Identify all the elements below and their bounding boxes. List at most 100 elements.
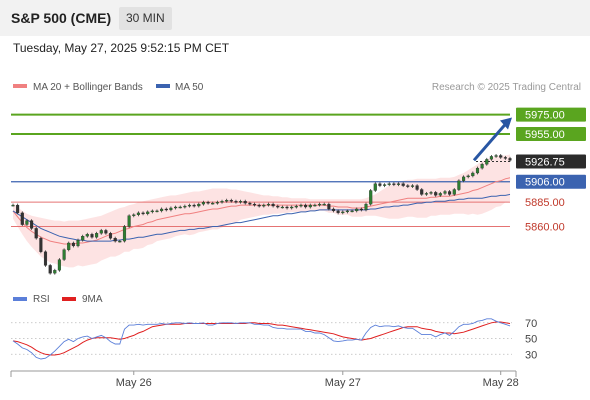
x-tick-label: May 26 xyxy=(116,377,152,389)
level-label: 5906.00 xyxy=(525,177,565,189)
candle-body xyxy=(201,202,205,205)
candle-body xyxy=(76,239,80,247)
level-label-bg xyxy=(516,107,586,122)
candle-body xyxy=(174,206,178,209)
candle-body xyxy=(341,211,345,214)
candle-body xyxy=(239,201,243,203)
candle-body xyxy=(57,259,61,271)
rsi-line xyxy=(12,318,511,360)
candle-body xyxy=(313,204,317,207)
rsi-legend-label: RSI xyxy=(33,294,50,305)
candle-body xyxy=(85,234,89,237)
timeframe-button[interactable]: 30 MIN xyxy=(119,7,172,30)
candle-body xyxy=(220,201,224,203)
candle-body xyxy=(20,212,24,225)
candle-body xyxy=(132,214,136,216)
candle-body xyxy=(424,193,428,195)
level-labels: 5975.00 5955.00 5926.75 5906.00 5885.00 5860.… xyxy=(516,107,586,233)
ma50-line xyxy=(12,193,511,242)
candle-body xyxy=(392,183,396,185)
candle-body xyxy=(396,183,401,185)
candle-body xyxy=(160,208,164,212)
candle-body xyxy=(39,238,43,252)
candle-body xyxy=(420,189,424,195)
candle-body xyxy=(11,204,15,207)
candle-body xyxy=(355,208,359,212)
candle-body xyxy=(146,211,150,214)
candle-body xyxy=(401,183,405,186)
candle-body xyxy=(462,176,466,181)
candle-body xyxy=(187,204,192,207)
candle-body xyxy=(276,205,280,208)
candle-body xyxy=(229,200,233,202)
candle-body xyxy=(71,242,75,247)
candle-body xyxy=(164,208,168,211)
candle-body xyxy=(359,208,363,211)
candle-body xyxy=(503,157,507,159)
candle-body xyxy=(99,230,103,234)
candle-body xyxy=(429,192,433,194)
ma50-legend-swatch xyxy=(156,84,170,88)
candle-body xyxy=(443,191,447,194)
candle-body xyxy=(178,206,182,209)
x-tick-label: May 28 xyxy=(483,377,519,389)
candle-body xyxy=(285,206,289,209)
candle-body xyxy=(294,205,298,208)
level-label: 5860.00 xyxy=(525,221,565,233)
candle-body xyxy=(290,206,294,209)
candle-body xyxy=(373,183,377,191)
rsi-tick-label: 70 xyxy=(525,318,537,330)
candle-body xyxy=(457,180,461,190)
candle-body xyxy=(197,203,201,207)
candle-body xyxy=(475,167,480,174)
candle-body xyxy=(262,204,266,207)
candle-body xyxy=(494,155,498,157)
candle-body xyxy=(150,210,154,213)
rsi-ma-legend-swatch xyxy=(62,297,76,301)
candle-body xyxy=(43,251,48,266)
chart-datetime: Tuesday, May 27, 2025 9:52:15 PM CET xyxy=(13,41,230,55)
candle-body xyxy=(169,207,173,211)
candle-body xyxy=(448,191,452,195)
candle-body xyxy=(81,236,85,241)
candle-body xyxy=(53,270,57,274)
price-plot xyxy=(11,113,512,275)
candle-body xyxy=(206,202,210,204)
candle-body xyxy=(383,184,387,186)
candle-body xyxy=(67,242,71,250)
candle-body xyxy=(211,202,215,205)
candle-body xyxy=(113,238,117,242)
rsi-legend: RSI 9MA xyxy=(13,294,103,305)
candle-body xyxy=(122,226,127,242)
candle-body xyxy=(299,204,303,207)
candle-body xyxy=(466,175,470,178)
candle-body xyxy=(141,212,145,215)
candle-body xyxy=(350,210,354,213)
candle-body xyxy=(95,233,99,238)
candle-body xyxy=(118,240,122,243)
candle-body xyxy=(34,228,38,239)
level-label-bg xyxy=(516,174,586,189)
candle-body xyxy=(489,156,493,160)
ma20-legend-swatch xyxy=(13,84,27,88)
ma20-legend-label: MA 20 + Bollinger Bands xyxy=(33,82,143,93)
candle-body xyxy=(369,190,373,205)
candle-body xyxy=(271,203,275,207)
candle-body xyxy=(30,220,34,229)
candle-body xyxy=(225,200,229,202)
candle-body xyxy=(127,215,131,227)
candle-body xyxy=(215,202,219,204)
candle-body xyxy=(90,234,94,238)
candle-body xyxy=(192,204,196,207)
candle-body xyxy=(406,185,410,187)
candle-body xyxy=(252,203,257,206)
candle-body xyxy=(243,201,247,204)
rsi-ma-line xyxy=(12,321,511,356)
level-label: 5926.75 xyxy=(525,157,565,169)
candle-body xyxy=(410,185,415,187)
bollinger-band-area xyxy=(13,154,510,268)
x-tick-label: May 27 xyxy=(325,377,361,389)
candle-body xyxy=(364,203,368,211)
level-label-bg xyxy=(516,127,586,142)
